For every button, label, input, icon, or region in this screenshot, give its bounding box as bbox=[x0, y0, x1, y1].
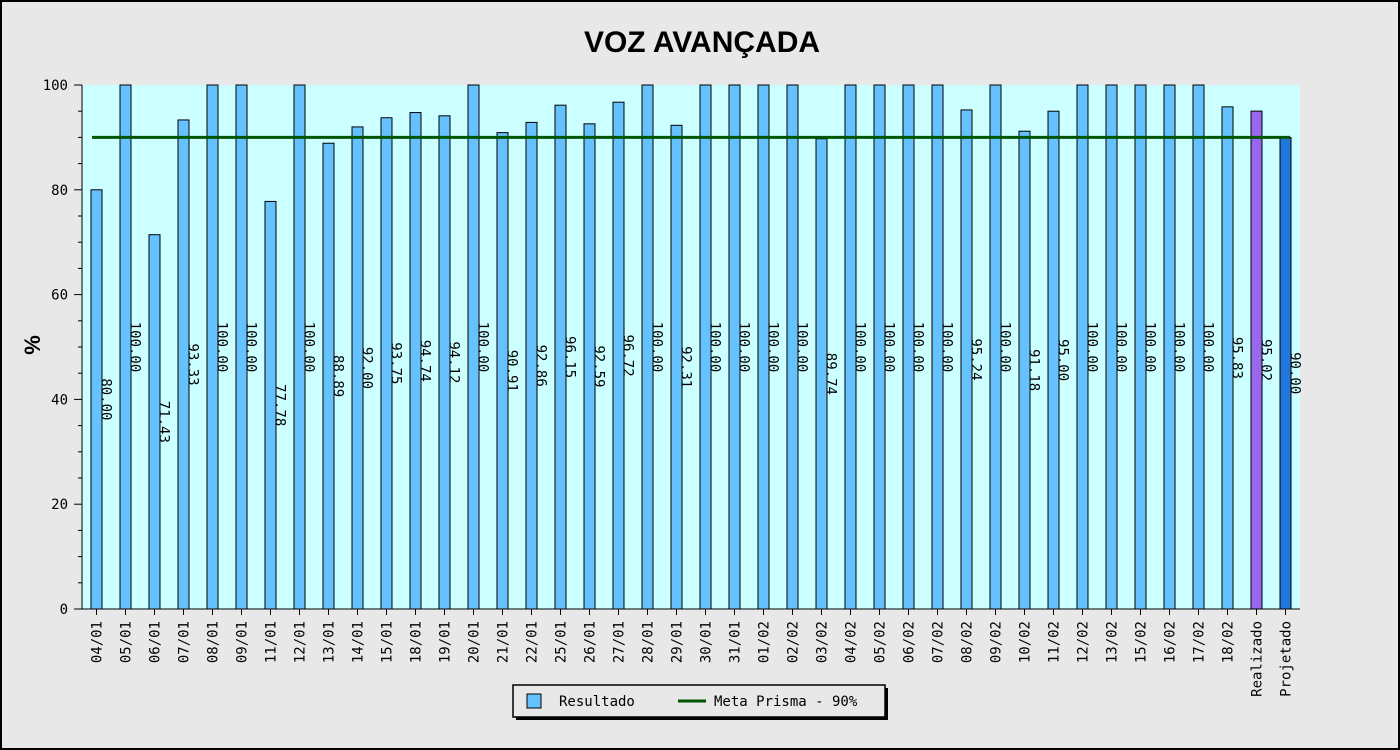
data-label: 90.00 bbox=[1287, 352, 1303, 394]
x-tick-label: 12/01 bbox=[293, 621, 309, 663]
x-tick-label: 18/02 bbox=[1221, 621, 1237, 663]
x-tick-label: 06/01 bbox=[148, 621, 164, 663]
x-tick-label: 12/02 bbox=[1076, 621, 1092, 663]
x-tick-label: 27/01 bbox=[612, 621, 628, 663]
data-label: 77.78 bbox=[272, 384, 288, 426]
data-label: 100.00 bbox=[1171, 322, 1187, 373]
x-tick-label: 04/01 bbox=[90, 621, 106, 663]
data-label: 100.00 bbox=[707, 322, 723, 373]
x-tick-label: Realizado bbox=[1250, 621, 1266, 697]
data-label: 100.00 bbox=[765, 322, 781, 373]
data-label: 100.00 bbox=[794, 322, 810, 373]
y-tick-label: 60 bbox=[51, 288, 68, 304]
data-label: 89.74 bbox=[823, 353, 839, 395]
data-label: 100.00 bbox=[243, 322, 259, 373]
data-label: 96.15 bbox=[562, 336, 578, 378]
x-tick-label: 09/02 bbox=[989, 621, 1005, 663]
y-tick-label: 100 bbox=[43, 78, 68, 94]
y-tick-label: 80 bbox=[51, 183, 68, 199]
x-tick-label: 31/01 bbox=[728, 621, 744, 663]
x-tick-label: 11/01 bbox=[264, 621, 280, 663]
x-tick-label: 25/01 bbox=[554, 621, 570, 663]
x-tick-label: 18/01 bbox=[409, 621, 425, 663]
chart-title: VOZ AVANÇADA bbox=[584, 26, 820, 59]
x-tick-label: 05/02 bbox=[873, 621, 889, 663]
x-tick-label: 15/02 bbox=[1134, 621, 1150, 663]
x-tick-label: 13/02 bbox=[1105, 621, 1121, 663]
x-tick-label: 21/01 bbox=[496, 621, 512, 663]
data-label: 93.33 bbox=[185, 343, 201, 385]
data-label: 92.86 bbox=[533, 345, 549, 387]
x-tick-label: 04/02 bbox=[844, 621, 860, 663]
data-label: 94.12 bbox=[446, 341, 462, 383]
x-tick-label: 06/02 bbox=[902, 621, 918, 663]
data-label: 100.00 bbox=[1084, 322, 1100, 373]
data-label: 92.00 bbox=[359, 347, 375, 389]
data-label: 71.43 bbox=[156, 401, 172, 443]
data-label: 100.00 bbox=[939, 322, 955, 373]
x-tick-label: Projetado bbox=[1279, 621, 1295, 697]
data-label: 95.83 bbox=[1229, 337, 1245, 379]
x-tick-label: 03/02 bbox=[815, 621, 831, 663]
x-tick-label: 15/01 bbox=[380, 621, 396, 663]
data-label: 100.00 bbox=[301, 322, 317, 373]
x-tick-label: 26/01 bbox=[583, 621, 599, 663]
data-label: 100.00 bbox=[649, 322, 665, 373]
x-tick-label: 11/02 bbox=[1047, 621, 1063, 663]
data-label: 88.89 bbox=[330, 355, 346, 397]
x-tick-label: 17/02 bbox=[1192, 621, 1208, 663]
x-tick-label: 29/01 bbox=[670, 621, 686, 663]
x-tick-label: 13/01 bbox=[322, 621, 338, 663]
data-label: 100.00 bbox=[1142, 322, 1158, 373]
data-label: 95.02 bbox=[1258, 339, 1274, 381]
data-label: 100.00 bbox=[736, 322, 752, 373]
data-label: 100.00 bbox=[852, 322, 868, 373]
x-tick-label: 05/01 bbox=[119, 621, 135, 663]
data-label: 100.00 bbox=[881, 322, 897, 373]
x-tick-label: 22/01 bbox=[525, 621, 541, 663]
x-tick-label: 14/01 bbox=[351, 621, 367, 663]
x-tick-label: 09/01 bbox=[235, 621, 251, 663]
y-tick-label: 20 bbox=[51, 497, 68, 513]
data-label: 80.00 bbox=[98, 378, 114, 420]
x-tick-label: 19/01 bbox=[438, 621, 454, 663]
x-tick-label: 20/01 bbox=[467, 621, 483, 663]
data-label: 100.00 bbox=[127, 322, 143, 373]
data-label: 96.72 bbox=[620, 335, 636, 377]
x-tick-label: 30/01 bbox=[699, 621, 715, 663]
y-tick-label: 0 bbox=[60, 602, 68, 618]
x-tick-label: 16/02 bbox=[1163, 621, 1179, 663]
data-label: 100.00 bbox=[910, 322, 926, 373]
x-tick-label: 07/02 bbox=[931, 621, 947, 663]
data-label: 91.18 bbox=[1026, 349, 1042, 391]
legend: Resultado Meta Prisma - 90% bbox=[512, 684, 888, 720]
x-tick-label: 01/02 bbox=[757, 621, 773, 663]
x-tick-label: 08/01 bbox=[206, 621, 222, 663]
data-label: 100.00 bbox=[1113, 322, 1129, 373]
data-label: 100.00 bbox=[475, 322, 491, 373]
x-tick-label: 10/02 bbox=[1018, 621, 1034, 663]
legend-label-meta: Meta Prisma - 90% bbox=[714, 694, 858, 710]
data-label: 93.75 bbox=[388, 342, 404, 384]
data-label: 92.59 bbox=[591, 345, 607, 387]
data-label: 92.31 bbox=[678, 346, 694, 388]
x-tick-label: 08/02 bbox=[960, 621, 976, 663]
legend-swatch-resultado bbox=[526, 693, 542, 709]
data-label: 100.00 bbox=[214, 322, 230, 373]
plot-area bbox=[82, 85, 1300, 609]
data-label: 94.74 bbox=[417, 340, 433, 382]
data-label: 95.24 bbox=[968, 338, 984, 380]
data-label: 100.00 bbox=[997, 322, 1013, 373]
data-label: 90.91 bbox=[504, 350, 520, 392]
data-label: 100.00 bbox=[1200, 322, 1216, 373]
data-label: 95.00 bbox=[1055, 339, 1071, 381]
legend-label-resultado: Resultado bbox=[559, 694, 635, 710]
x-tick-label: 07/01 bbox=[177, 621, 193, 663]
y-tick-label: 40 bbox=[51, 392, 68, 408]
x-tick-label: 28/01 bbox=[641, 621, 657, 663]
x-tick-label: 02/02 bbox=[786, 621, 802, 663]
y-axis-label: % bbox=[20, 335, 45, 355]
